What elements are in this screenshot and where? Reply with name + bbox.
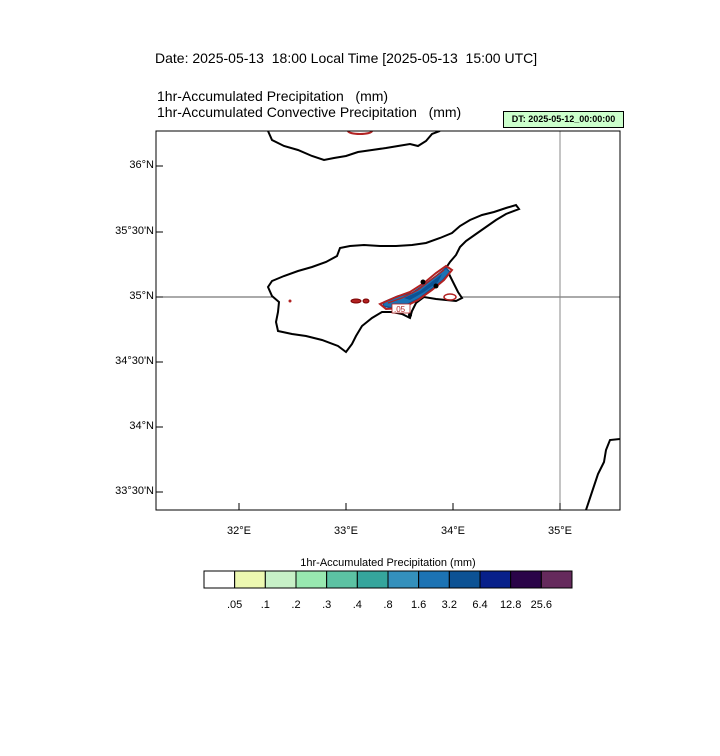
colorbar-swatch-5 xyxy=(356,570,389,589)
lon-label-34e: 34°E xyxy=(441,525,465,537)
colorbar-level-label: .4 xyxy=(352,599,362,611)
colorbar-level-label: .05 xyxy=(227,599,243,611)
colorbar-level-label: 3.2 xyxy=(441,599,457,611)
levant-coastline xyxy=(585,438,620,510)
colorbar-swatch-1 xyxy=(234,570,266,589)
field-title-convective: 1hr-Accumulated Convective Precipitation… xyxy=(157,104,462,120)
lat-label-33-30n: 33°30'N xyxy=(115,485,154,497)
precipitation-band-core xyxy=(404,274,442,300)
cyprus-coastline xyxy=(266,203,521,354)
convective-contour-inner xyxy=(387,269,445,304)
colorbar-title: 1hr-Accumulated Precipitation (mm) xyxy=(300,557,476,569)
colorbar-swatch-6 xyxy=(387,570,420,589)
lat-label-35n: 35°N xyxy=(129,290,154,302)
precip-dot-2 xyxy=(433,283,439,289)
dt-badge: DT: 2025-05-12_00:00:00 xyxy=(503,111,624,128)
precip-cell-2 xyxy=(362,298,370,304)
field-title-precipitation: 1hr-Accumulated Precipitation (mm) xyxy=(157,88,389,104)
colorbar-swatch-10 xyxy=(510,570,542,589)
lat-label-35-30n: 35°30'N xyxy=(115,225,154,237)
colorbar-swatch-2 xyxy=(264,570,297,589)
lon-label-33e: 33°E xyxy=(334,525,358,537)
precip-dot-1 xyxy=(420,279,426,285)
lat-ticks xyxy=(156,165,561,510)
precip-cell-5 xyxy=(347,131,373,135)
precip-dot-3 xyxy=(408,313,412,317)
colorbar-level-label: 12.8 xyxy=(499,599,522,611)
colorbar-level-label: 1.6 xyxy=(411,599,427,611)
colorbar-level-label: .3 xyxy=(322,599,332,611)
colorbar-level-label: .8 xyxy=(383,599,393,611)
colorbar-swatch-0 xyxy=(203,570,236,589)
date-title: Date: 2025-05-13 18:00 Local Time [2025-… xyxy=(155,50,538,66)
colorbar-swatch-3 xyxy=(295,570,328,589)
colorbar-level-label: .1 xyxy=(260,599,270,611)
precip-cell-4 xyxy=(288,299,292,303)
colorbar-swatch-8 xyxy=(448,570,481,589)
colorbar-swatch-7 xyxy=(418,570,450,589)
lon-label-35e: 35°E xyxy=(548,525,572,537)
colorbar-swatch-9 xyxy=(479,570,512,589)
colorbar-level-label: 6.4 xyxy=(472,599,488,611)
lon-label-32e: 32°E xyxy=(227,525,251,537)
colorbar-level-label: 25.6 xyxy=(530,599,553,611)
colorbar-level-label: .2 xyxy=(291,599,301,611)
lat-label-36n: 36°N xyxy=(129,159,154,171)
colorbar-swatch-11 xyxy=(540,570,573,589)
precip-cell-3 xyxy=(443,293,457,301)
turkey-coastline xyxy=(267,131,441,162)
contour-label: .05 xyxy=(394,305,406,314)
colorbar xyxy=(203,570,573,589)
map-frame xyxy=(155,130,621,511)
lat-label-34n: 34°N xyxy=(129,420,154,432)
lat-label-34-30n: 34°30'N xyxy=(115,355,154,367)
contour-label-box xyxy=(391,303,411,314)
colorbar-swatch-4 xyxy=(326,570,358,589)
precip-cell-1 xyxy=(350,298,362,304)
